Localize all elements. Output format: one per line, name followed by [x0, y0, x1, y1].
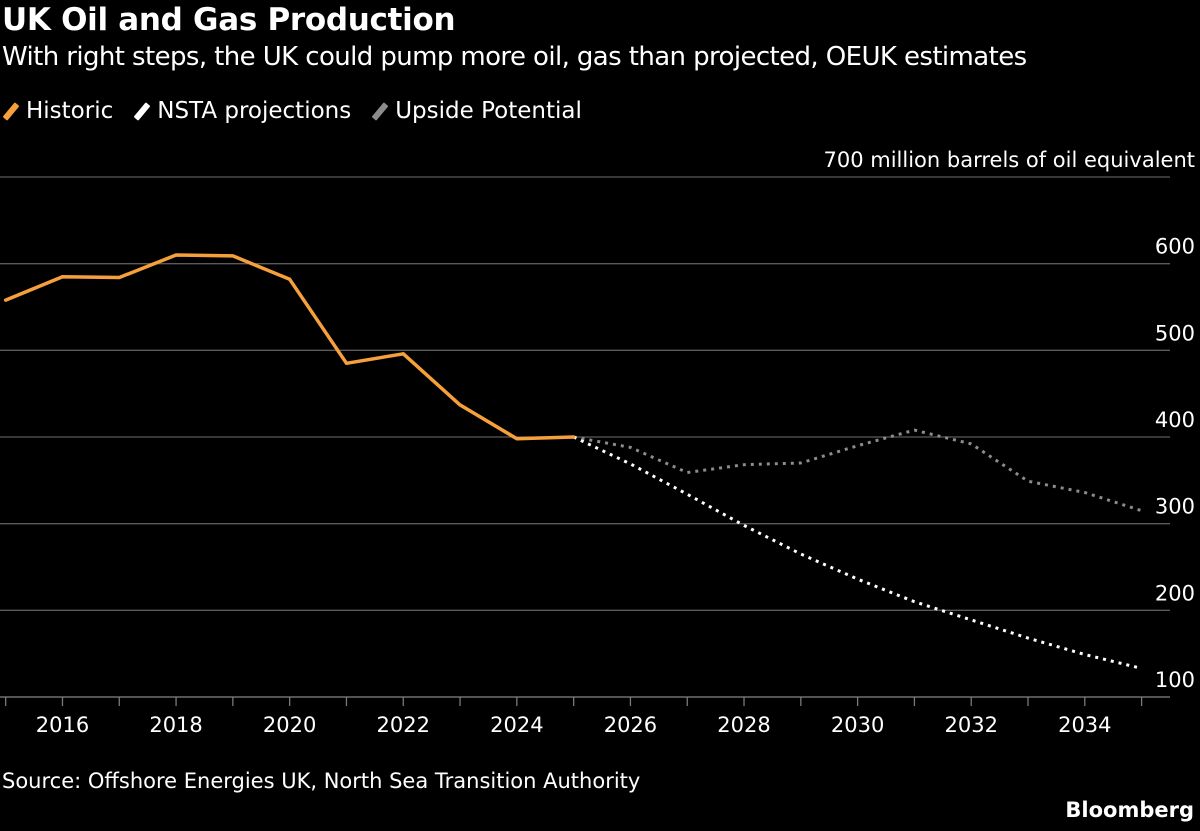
legend-label-upside: Upside Potential — [395, 98, 582, 124]
x-tick-label-2018: 2018 — [149, 713, 202, 737]
y-tick-label-200: 200 — [1155, 581, 1195, 605]
legend-label-historic: Historic — [26, 98, 114, 124]
legend-item-nsta: NSTA projections — [133, 98, 352, 124]
series-line-historic — [3, 253, 576, 441]
chart-title: UK Oil and Gas Production — [2, 2, 456, 38]
x-tick-label-2022: 2022 — [377, 713, 430, 737]
y-tick-label-100: 100 — [1155, 668, 1195, 692]
y-tick-label-600: 600 — [1155, 235, 1195, 259]
legend-item-historic: Historic — [2, 98, 114, 124]
legend-item-upside: Upside Potential — [371, 98, 582, 124]
x-tick-label-2024: 2024 — [490, 713, 543, 737]
x-tick-label-2020: 2020 — [263, 713, 316, 737]
x-tick-label-2034: 2034 — [1058, 713, 1111, 737]
brand-logo: Bloomberg — [1065, 798, 1194, 822]
y-tick-label-300: 300 — [1155, 495, 1195, 519]
source-note: Source: Offshore Energies UK, North Sea … — [2, 769, 641, 793]
x-tick-label-2032: 2032 — [944, 713, 997, 737]
x-tick-label-2030: 2030 — [831, 713, 884, 737]
y-tick-label-500: 500 — [1155, 321, 1195, 345]
x-tick-label-2026: 2026 — [604, 713, 657, 737]
y-tick-label-400: 400 — [1155, 408, 1195, 432]
series-line-nsta-projections — [572, 435, 1142, 670]
series-line-upside-potential — [573, 428, 1143, 513]
x-tick-label-2028: 2028 — [717, 713, 770, 737]
y-tick-label-700: 700 million barrels of oil equivalent — [824, 148, 1196, 172]
chart-subtitle: With right steps, the UK could pump more… — [2, 42, 1027, 72]
legend-label-nsta: NSTA projections — [157, 98, 352, 124]
legend: Historic NSTA projections Upside Potenti… — [2, 98, 608, 124]
x-tick-label-2016: 2016 — [36, 713, 89, 737]
